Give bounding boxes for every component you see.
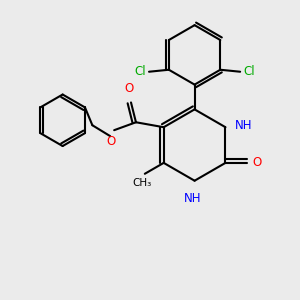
Text: Cl: Cl — [243, 65, 255, 78]
Text: O: O — [124, 82, 134, 94]
Text: O: O — [252, 156, 262, 170]
Text: NH: NH — [184, 192, 201, 205]
Text: CH₃: CH₃ — [132, 178, 152, 188]
Text: Cl: Cl — [134, 65, 146, 78]
Text: NH: NH — [234, 119, 252, 132]
Text: O: O — [106, 135, 115, 148]
